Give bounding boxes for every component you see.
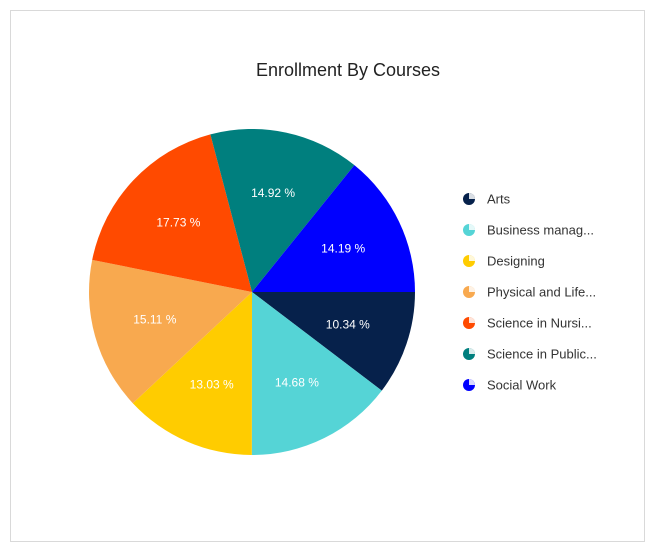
chart-card: Enrollment By Courses 10.34 % 14.68 % 13.0… (10, 10, 645, 542)
pie-slice-science-in-public-health[interactable] (210, 128, 355, 292)
pie-slice-social-work[interactable] (252, 165, 415, 292)
legend-item-physical-and-life-sciences[interactable]: Physical and Life... (463, 285, 596, 300)
pie-chart: Enrollment By Courses 10.34 % 14.68 % 13.0… (88, 60, 597, 456)
pie-slice-physical-and-life-sciences[interactable] (88, 259, 252, 404)
slice-label-physical-and-life-sciences: 15.11 % (133, 313, 176, 327)
legend-label: Designing (487, 254, 545, 269)
pie-slice-arts[interactable] (252, 292, 415, 391)
chart-title: Enrollment By Courses (256, 60, 440, 80)
legend-item-business-management[interactable]: Business manag... (463, 223, 594, 238)
slice-label-social-work: 14.19 % (321, 241, 365, 255)
legend-label: Business manag... (487, 223, 594, 238)
pie-legend-icon (463, 193, 475, 205)
legend: Arts Business manag... Designing Physical a… (463, 192, 597, 393)
slice-label-science-in-nursing: 17.73 % (156, 216, 200, 230)
pie-slice-business-management[interactable] (251, 292, 382, 456)
slice-label-designing: 13.03 % (190, 378, 234, 392)
pie-legend-icon (463, 224, 475, 236)
pie-legend-icon (463, 379, 475, 391)
pie-slice-science-in-nursing[interactable] (92, 134, 252, 292)
legend-item-science-in-public-health[interactable]: Science in Public... (463, 347, 597, 362)
slice-label-science-in-public-health: 14.92 % (251, 186, 295, 200)
pie-slice-labels: 10.34 % 14.68 % 13.03 % 15.11 % 17.73 % 14.92… (133, 186, 370, 392)
legend-label: Science in Nursi... (487, 316, 592, 331)
pie-slices (88, 128, 415, 456)
legend-label: Science in Public... (487, 347, 597, 362)
legend-item-science-in-nursing[interactable]: Science in Nursi... (463, 316, 592, 331)
legend-item-social-work[interactable]: Social Work (463, 378, 557, 393)
slice-label-business-management: 14.68 % (275, 376, 319, 390)
legend-label: Arts (487, 192, 511, 207)
pie-legend-icon (463, 348, 475, 360)
pie-legend-icon (463, 255, 475, 267)
slice-label-arts: 10.34 % (326, 317, 370, 331)
legend-label: Physical and Life... (487, 285, 596, 300)
legend-label: Social Work (487, 378, 557, 393)
pie-slice-designing[interactable] (132, 292, 252, 455)
pie-legend-icon (463, 286, 475, 298)
pie-legend-icon (463, 317, 475, 329)
legend-item-arts[interactable]: Arts (463, 192, 511, 207)
legend-item-designing[interactable]: Designing (463, 254, 545, 269)
